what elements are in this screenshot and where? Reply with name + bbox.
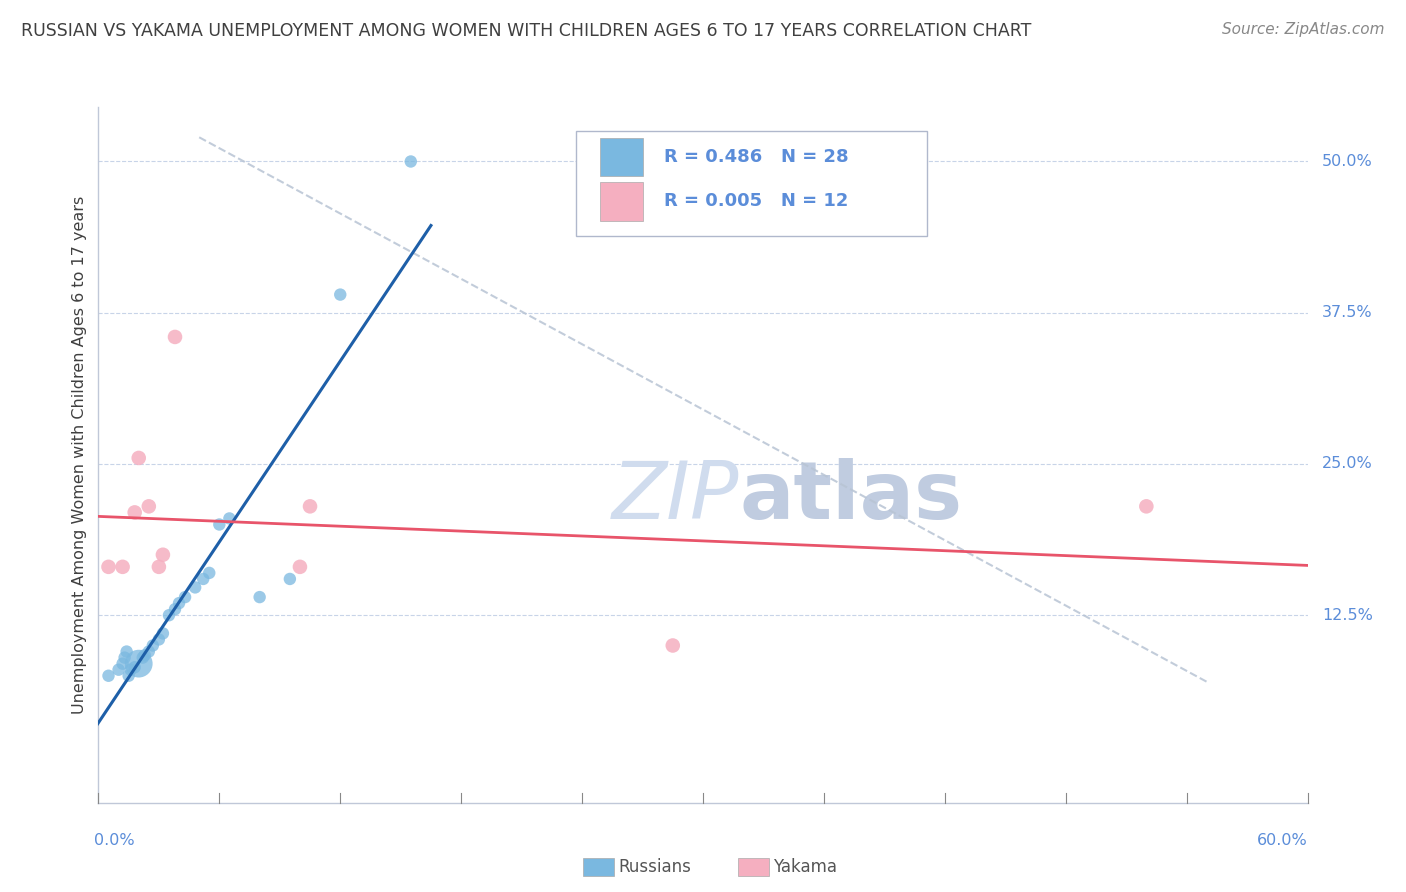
Point: [198, 566, 221, 580]
Point: [288, 559, 311, 574]
Point: [138, 500, 160, 514]
Point: [138, 644, 160, 658]
Point: [152, 548, 174, 562]
Point: [329, 287, 352, 301]
Text: atlas: atlas: [740, 458, 962, 536]
Text: 0.0%: 0.0%: [94, 833, 135, 848]
Point: [115, 644, 138, 658]
Text: 50.0%: 50.0%: [1322, 154, 1372, 169]
Point: [97, 669, 120, 683]
Point: [111, 559, 134, 574]
Text: RUSSIAN VS YAKAMA UNEMPLOYMENT AMONG WOMEN WITH CHILDREN AGES 6 TO 17 YEARS CORR: RUSSIAN VS YAKAMA UNEMPLOYMENT AMONG WOM…: [21, 22, 1032, 40]
Text: 37.5%: 37.5%: [1322, 305, 1372, 320]
Point: [1135, 500, 1157, 514]
Point: [120, 663, 142, 677]
Point: [193, 572, 215, 586]
Point: [118, 669, 141, 683]
Text: R = 0.005   N = 12: R = 0.005 N = 12: [664, 193, 849, 211]
Y-axis label: Unemployment Among Women with Children Ages 6 to 17 years: Unemployment Among Women with Children A…: [72, 196, 87, 714]
Point: [97, 559, 120, 574]
Point: [124, 660, 146, 674]
Point: [399, 154, 422, 169]
Point: [111, 657, 134, 671]
Point: [114, 650, 136, 665]
Text: 12.5%: 12.5%: [1322, 607, 1374, 623]
Point: [148, 632, 170, 647]
Point: [299, 500, 322, 514]
Point: [157, 608, 180, 623]
Text: Russians: Russians: [619, 858, 692, 876]
Point: [163, 330, 186, 344]
Point: [167, 596, 190, 610]
Point: [107, 663, 129, 677]
Point: [148, 559, 170, 574]
Point: [142, 639, 165, 653]
Text: Yakama: Yakama: [773, 858, 838, 876]
FancyBboxPatch shape: [600, 137, 643, 176]
Point: [174, 590, 197, 604]
Text: R = 0.486   N = 28: R = 0.486 N = 28: [664, 148, 849, 166]
Point: [163, 602, 186, 616]
FancyBboxPatch shape: [600, 182, 643, 220]
Point: [152, 626, 174, 640]
Text: 60.0%: 60.0%: [1257, 833, 1308, 848]
Point: [132, 650, 155, 665]
Text: 25.0%: 25.0%: [1322, 457, 1372, 472]
Point: [661, 639, 683, 653]
Text: ZIP: ZIP: [612, 458, 740, 536]
Text: Source: ZipAtlas.com: Source: ZipAtlas.com: [1222, 22, 1385, 37]
Point: [208, 517, 231, 532]
Point: [128, 657, 150, 671]
Point: [249, 590, 271, 604]
Point: [278, 572, 301, 586]
FancyBboxPatch shape: [576, 131, 927, 235]
Point: [124, 505, 146, 519]
Point: [128, 450, 150, 465]
Point: [184, 581, 207, 595]
Point: [218, 511, 240, 525]
Point: [134, 648, 156, 663]
